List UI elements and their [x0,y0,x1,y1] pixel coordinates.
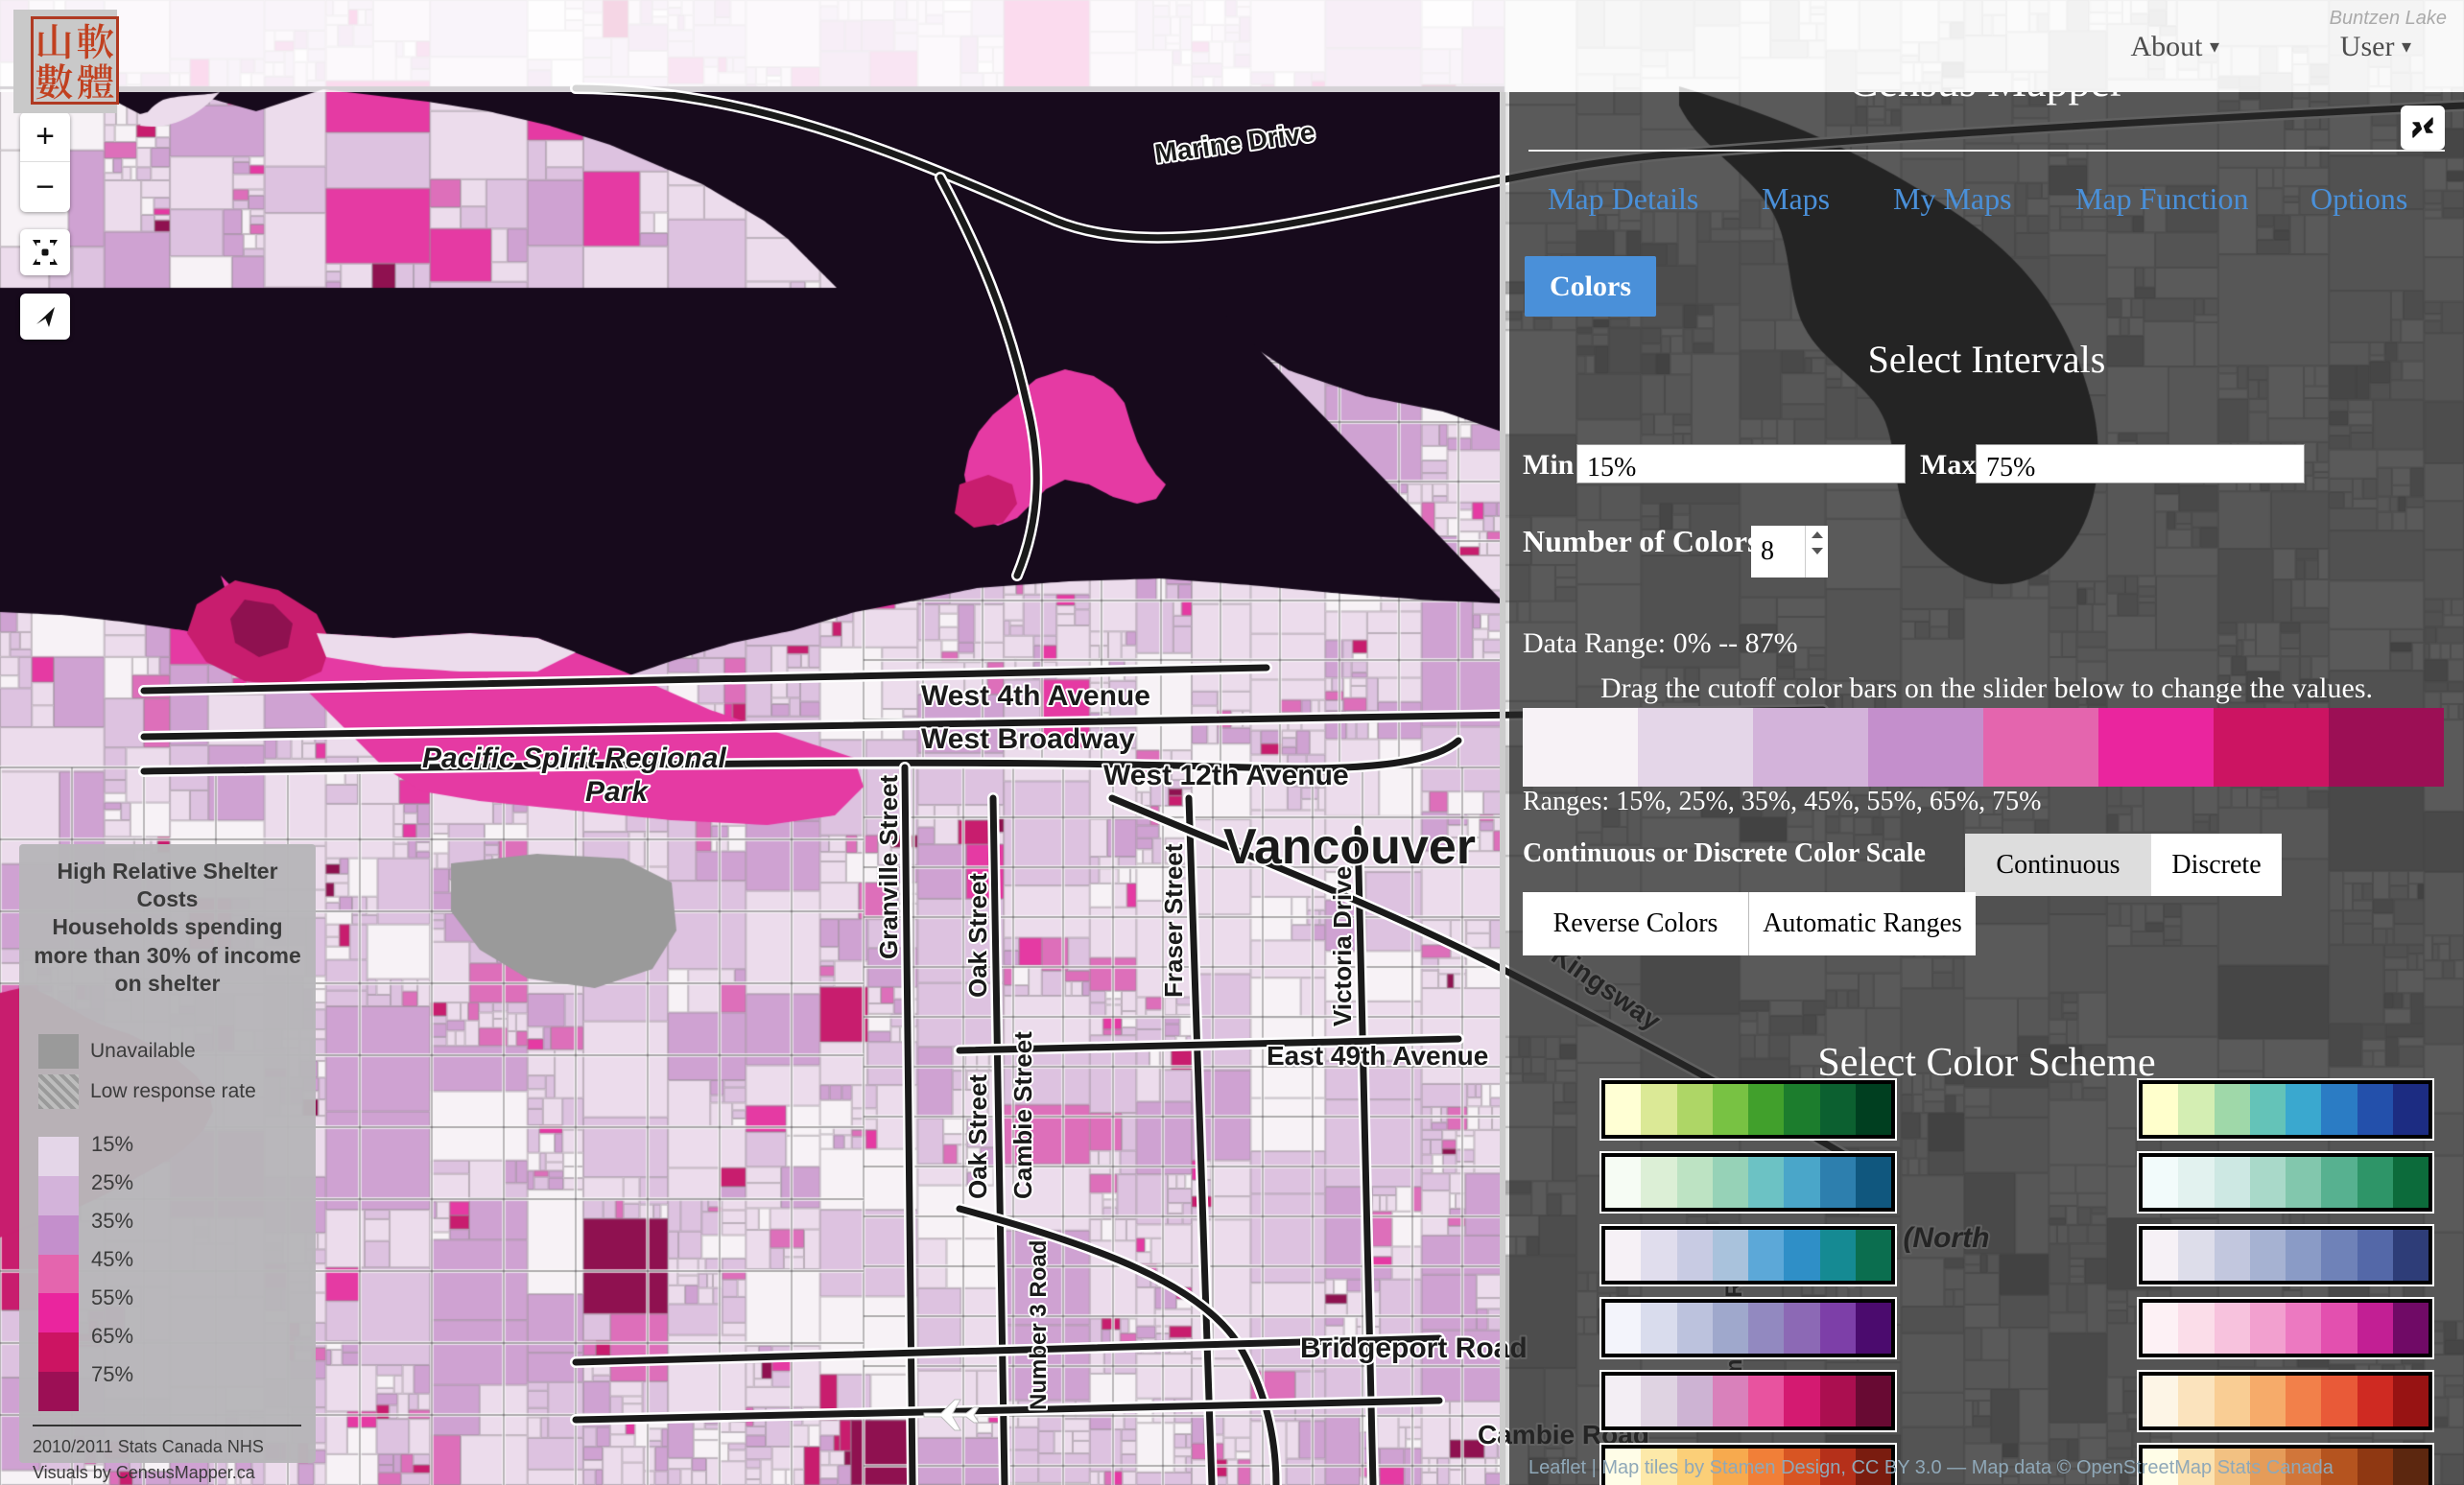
svg-text:Marine Drive: Marine Drive [1153,117,1317,169]
svg-text:Number 3 Road: Number 3 Road [1026,1240,1052,1410]
svg-text:Oak Street: Oak Street [963,1074,992,1199]
svg-text:West 12th Avenue: West 12th Avenue [1103,760,1349,791]
svg-text:Bridgeport Road: Bridgeport Road [1300,1332,1528,1364]
svg-text:Oak Street: Oak Street [963,873,992,998]
svg-text:Pacific Spirit Regional: Pacific Spirit Regional [422,742,726,774]
svg-text:Park: Park [585,776,649,808]
svg-text:West 4th Avenue: West 4th Avenue [921,680,1150,712]
svg-text:Fraser Street: Fraser Street [1159,843,1188,998]
svg-text:East 49th Avenue: East 49th Avenue [1267,1041,1488,1071]
svg-text:Cambie Street: Cambie Street [1008,1031,1037,1199]
svg-text:Granville Street: Granville Street [874,774,903,959]
svg-text:West Broadway: West Broadway [921,723,1135,755]
svg-text:Victoria Drive: Victoria Drive [1328,866,1357,1026]
